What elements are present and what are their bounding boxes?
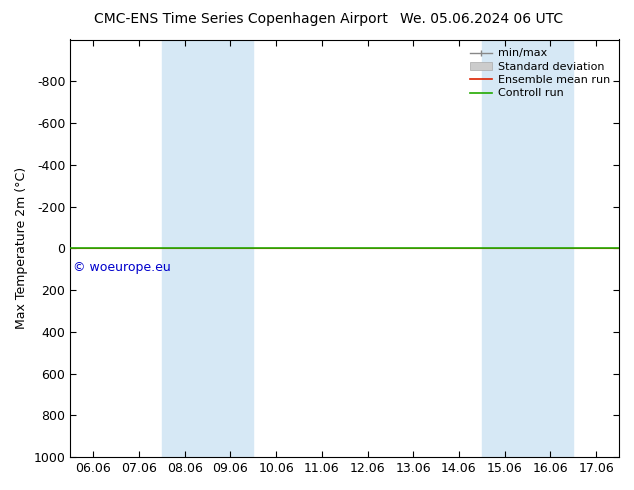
Y-axis label: Max Temperature 2m (°C): Max Temperature 2m (°C) [15,167,28,329]
Text: © woeurope.eu: © woeurope.eu [73,261,171,273]
Bar [482,40,573,457]
Text: CMC-ENS Time Series Copenhagen Airport: CMC-ENS Time Series Copenhagen Airport [94,12,388,26]
Text: We. 05.06.2024 06 UTC: We. 05.06.2024 06 UTC [400,12,564,26]
Bar [162,40,253,457]
Legend: min/max, Standard deviation, Ensemble mean run, Controll run: min/max, Standard deviation, Ensemble me… [467,45,614,102]
